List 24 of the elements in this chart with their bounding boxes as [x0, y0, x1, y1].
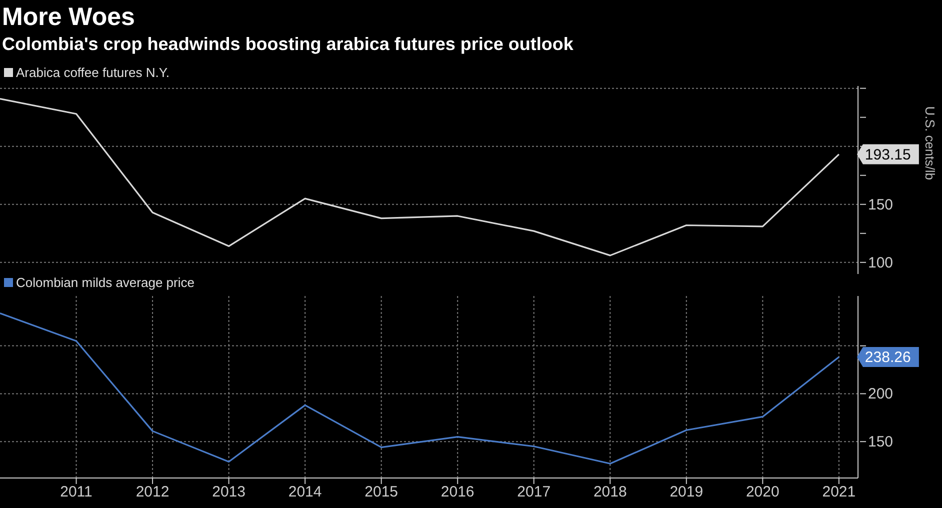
- x-tick-label: 2018: [593, 484, 627, 501]
- x-tick-label: 2016: [440, 484, 474, 501]
- legend-label: Colombian milds average price: [15, 274, 194, 290]
- y-tick-label: 150: [868, 434, 894, 451]
- x-tick-label: 2015: [364, 484, 398, 501]
- x-tick-label: 2013: [212, 484, 246, 501]
- x-tick-label: 2012: [136, 484, 170, 501]
- y-tick-label: 150: [868, 196, 894, 214]
- y-axis-title: U.S. cents/lb: [922, 106, 938, 180]
- line-series: [0, 312, 840, 464]
- legend-label: Arabica coffee futures N.Y.: [15, 64, 170, 80]
- x-tick-label: 2014: [288, 484, 322, 501]
- x-tick-label: 2020: [746, 484, 780, 501]
- chart-title: More Woes: [1, 2, 136, 32]
- y-tick-label: 100: [868, 254, 894, 272]
- x-tick-label: 2011: [60, 484, 92, 501]
- chart-subtitle: Colombia's crop headwinds boosting arabica futures price outlook: [1, 33, 574, 56]
- x-tick-label: 2021: [822, 484, 856, 501]
- data-label: 193.15: [864, 146, 911, 164]
- line-series: [0, 98, 840, 256]
- data-label: 238.26: [864, 349, 911, 366]
- x-tick-label: 2017: [517, 484, 551, 501]
- x-tick-label: 2019: [670, 484, 704, 501]
- y-tick-label: 200: [868, 386, 894, 403]
